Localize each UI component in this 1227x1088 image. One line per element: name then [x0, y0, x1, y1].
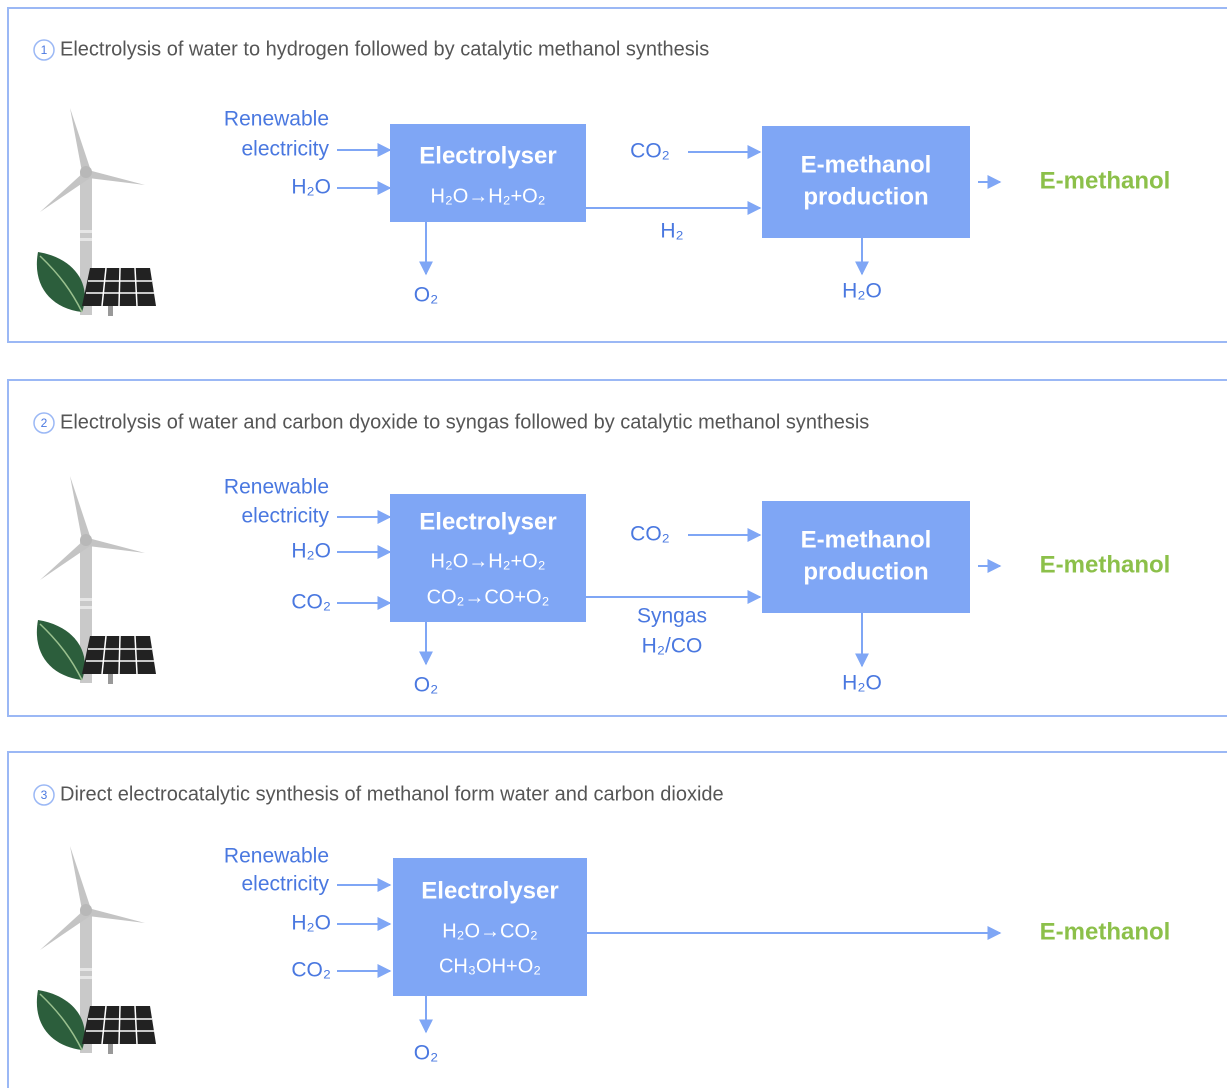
panel	[7, 751, 1227, 1088]
byproduct-label: O₂	[414, 1042, 439, 1065]
electrolyser-box	[393, 858, 587, 996]
electrolyser-name: Electrolyser	[419, 142, 556, 169]
electrolyser-box	[390, 124, 586, 222]
panel	[7, 379, 1227, 717]
production-name: production	[803, 183, 928, 210]
input-label: H₂O	[291, 540, 331, 563]
reaction: H₂O→H₂+O₂	[431, 550, 546, 572]
panel-title: Electrolysis of water to hydrogen follow…	[60, 38, 709, 60]
byproduct-label: O₂	[414, 674, 439, 697]
panel	[7, 7, 1227, 343]
electricity-label: Renewable	[224, 845, 329, 868]
production-box	[762, 126, 970, 238]
electrolyser-name: Electrolyser	[421, 877, 558, 904]
reaction: H₂O→CO₂	[442, 920, 538, 942]
step-number: 1	[41, 43, 48, 57]
co2-label: CO₂	[630, 523, 670, 546]
panel-title: Direct electrocatalytic synthesis of met…	[60, 783, 724, 805]
electricity-label: Renewable	[224, 476, 329, 499]
step-number: 2	[41, 416, 48, 430]
electrolyser-name: Electrolyser	[419, 508, 556, 535]
output-label: E-methanol	[1040, 167, 1171, 194]
byproduct-label: H₂O	[842, 280, 882, 303]
byproduct-label: O₂	[414, 284, 439, 307]
electricity-label: electricity	[241, 873, 329, 896]
production-name: production	[803, 558, 928, 585]
input-label: H₂O	[291, 912, 331, 935]
production-name: E-methanol	[801, 526, 932, 553]
output-label: E-methanol	[1040, 551, 1171, 578]
byproduct-label: H₂O	[842, 672, 882, 695]
production-box	[762, 501, 970, 613]
input-label: CO₂	[291, 591, 331, 614]
reaction: CO₂→CO+O₂	[427, 586, 550, 608]
intermediate-label: H₂/CO	[642, 635, 703, 658]
panels: 1 Electrolysis of water to hydrogen follo…	[7, 7, 1227, 1088]
output-label: E-methanol	[1040, 918, 1171, 945]
panel-title: Electrolysis of water and carbon dyoxide…	[60, 411, 869, 433]
electricity-label: Renewable	[224, 108, 329, 131]
input-label: H₂O	[291, 176, 331, 199]
production-name: E-methanol	[801, 151, 932, 178]
electricity-label: electricity	[241, 505, 329, 528]
step-badge	[33, 412, 55, 434]
step-badge	[33, 39, 55, 61]
intermediate-label: H₂	[660, 220, 683, 243]
step-badge	[33, 784, 55, 806]
reaction: CH₃OH+O₂	[439, 955, 541, 977]
step-number: 3	[41, 788, 48, 802]
reaction: H₂O→H₂+O₂	[431, 185, 546, 207]
electricity-label: electricity	[241, 138, 329, 161]
intermediate-label: Syngas	[637, 605, 707, 628]
electrolyser-box	[390, 494, 586, 622]
co2-label: CO₂	[630, 140, 670, 163]
input-label: CO₂	[291, 959, 331, 982]
